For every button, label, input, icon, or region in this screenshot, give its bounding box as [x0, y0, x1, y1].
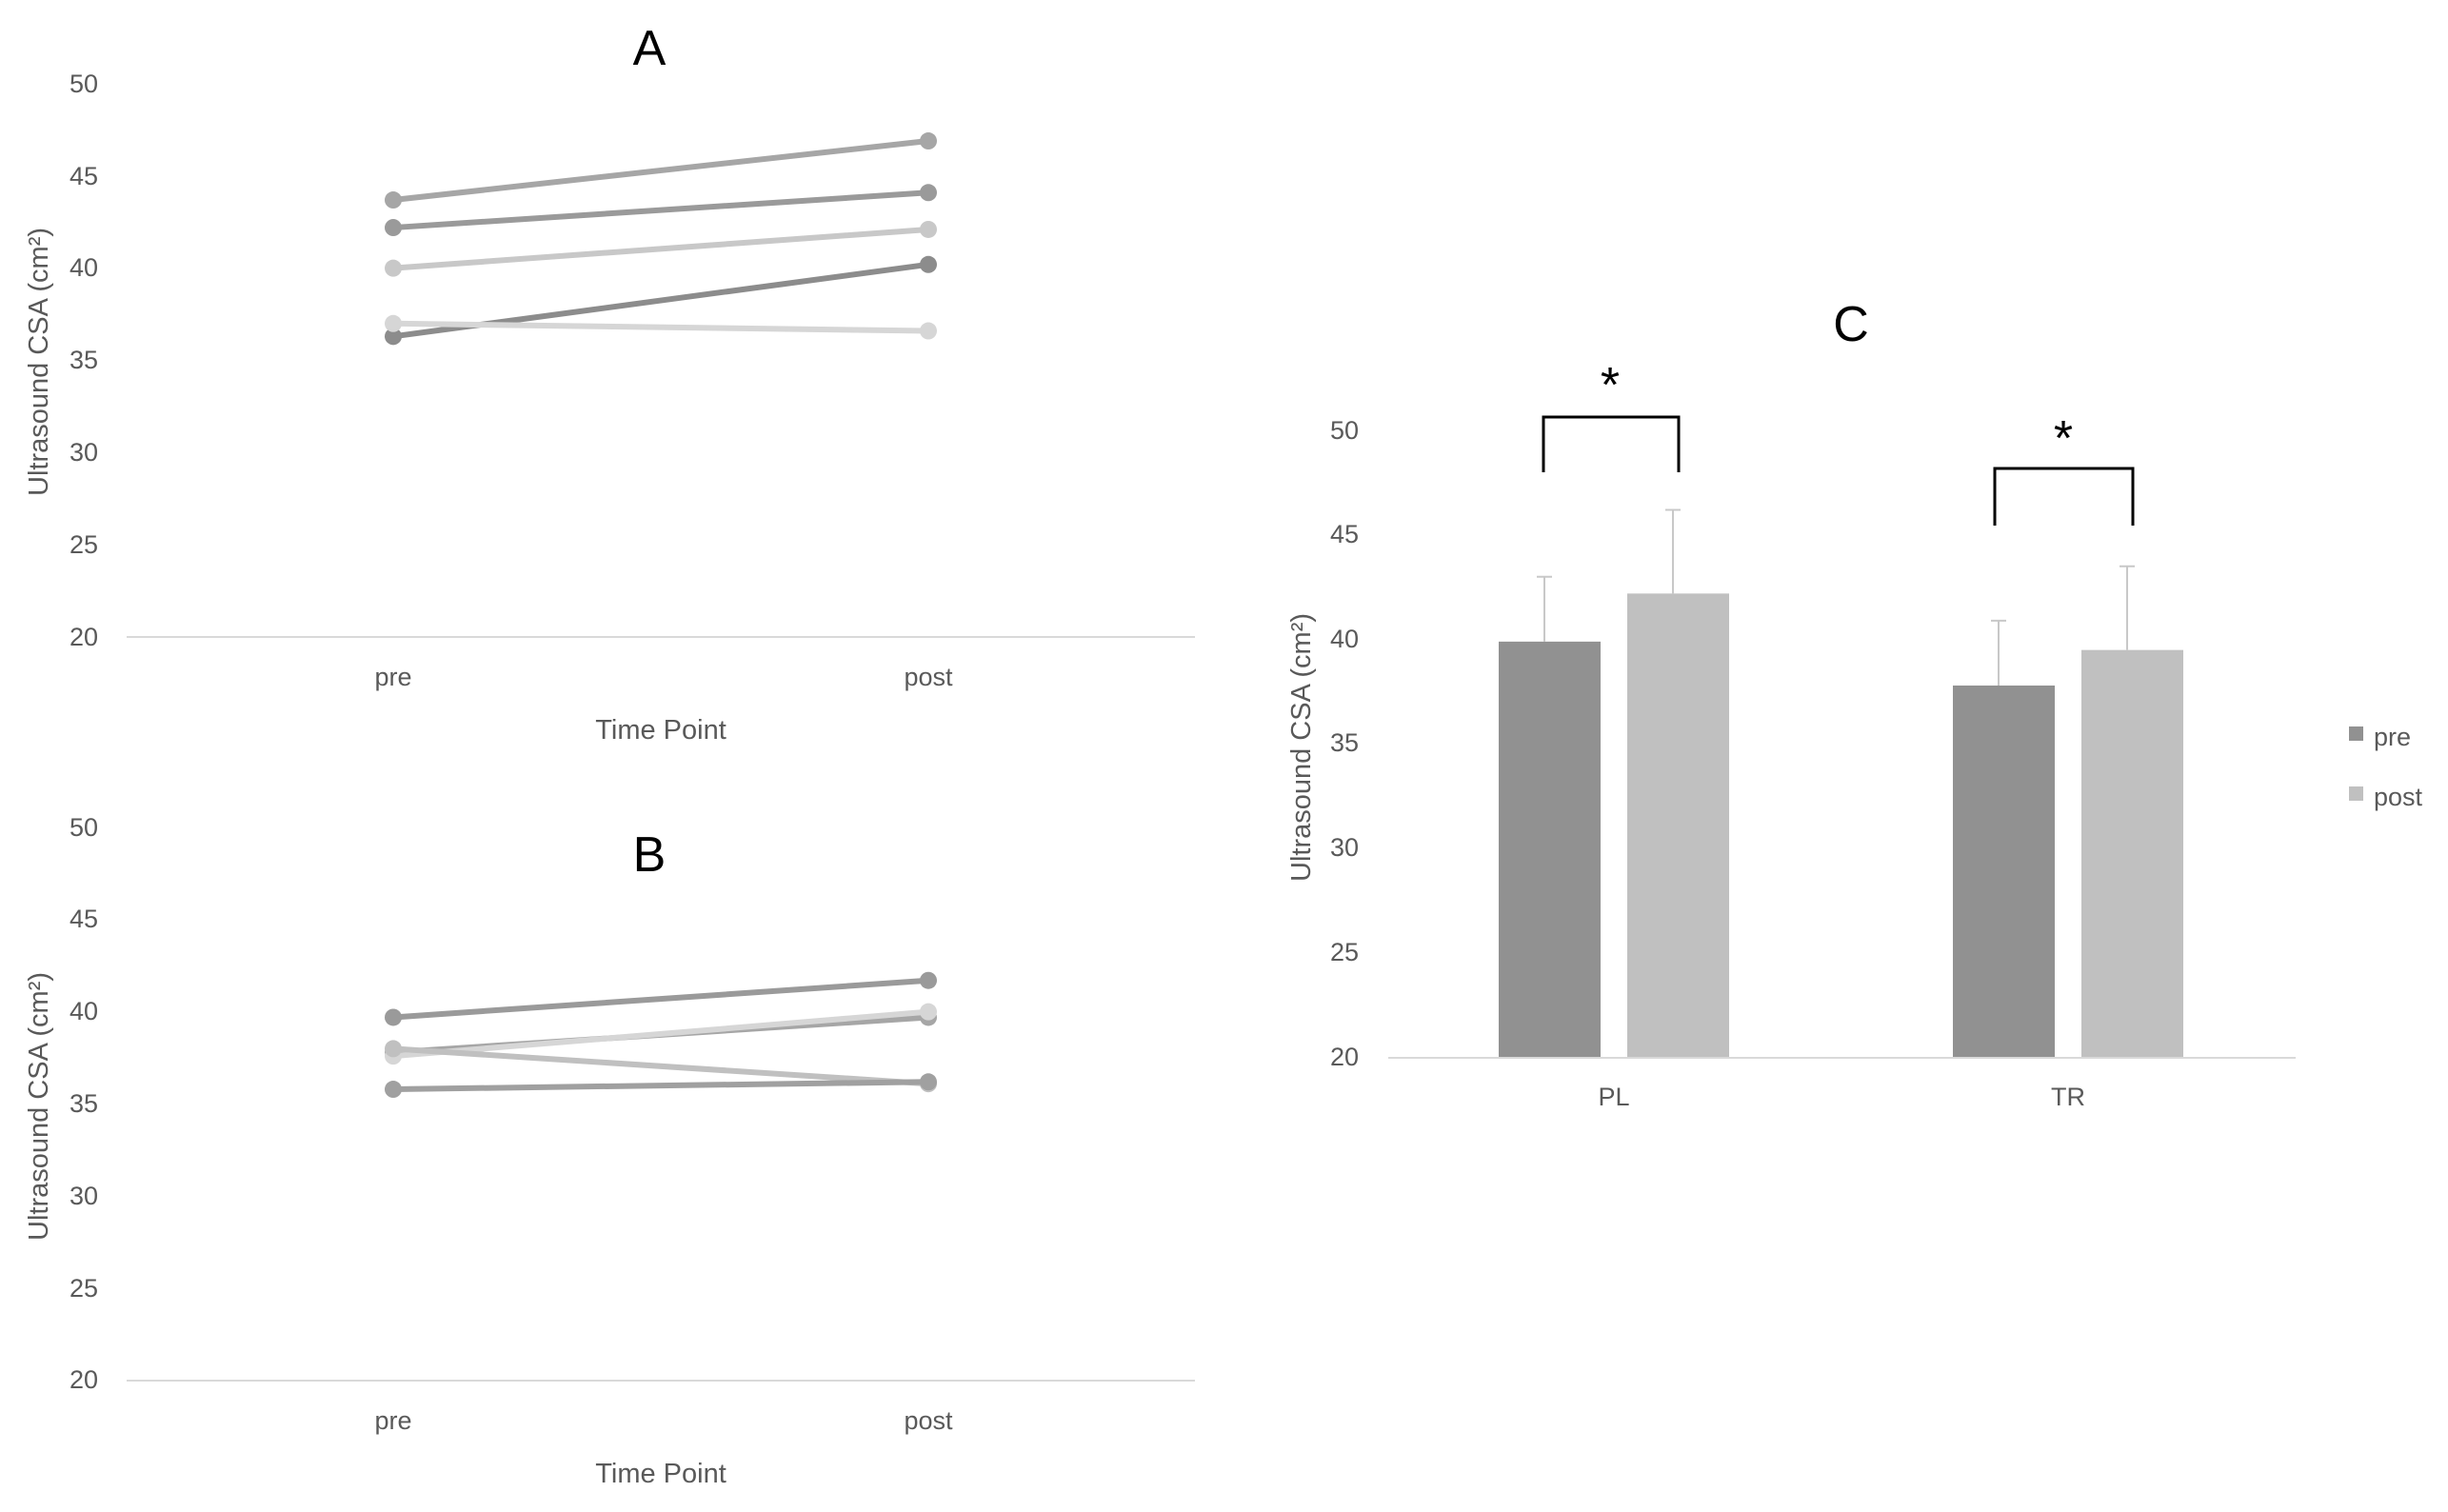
- panel-a-point-5-post: [920, 322, 937, 340]
- panel-b-point-5-pre: [385, 1081, 402, 1099]
- panel-a-series-line-2: [390, 189, 931, 231]
- panel-b-xtick-pre: pre: [374, 1406, 411, 1435]
- panel-c-ytick-35: 35: [1330, 728, 1359, 757]
- panel-a-point-3-post: [920, 220, 937, 238]
- panel-a-point-1-post: [920, 132, 937, 150]
- panel-b-ytick-25: 25: [70, 1274, 98, 1303]
- panel-a-lines: [385, 132, 937, 346]
- significance-bracket-tr: [1993, 467, 2135, 526]
- panel-c-bar-tr-pre: [1953, 685, 2055, 1058]
- panel-b-lines: [385, 971, 937, 1099]
- panel-b-ytick-50: 50: [70, 813, 98, 842]
- panel-b-point-4-pre: [385, 1040, 402, 1058]
- panel-b-xtick-post: post: [904, 1406, 953, 1435]
- panel-b-ytick-35: 35: [70, 1089, 98, 1118]
- panel-c-ytick-40: 40: [1330, 625, 1359, 653]
- panel-c-ytick-45: 45: [1330, 520, 1359, 548]
- panel-b-y-label: Ultrasound CSA (cm²): [24, 972, 54, 1241]
- panel-a-ytick-50: 50: [70, 70, 98, 98]
- panel-a-point-1-pre: [385, 191, 402, 209]
- panel-c: C 20 25 30 35 40 45 50 PL TR Ultrasound …: [1286, 297, 2423, 1111]
- significance-bracket-pl: [1542, 415, 1681, 472]
- panel-a-y-label: Ultrasound CSA (cm²): [24, 228, 54, 496]
- panel-a-series-line-5: [390, 320, 931, 334]
- panel-a-point-2-post: [920, 184, 937, 202]
- panel-b-series-line-3: [390, 1008, 931, 1060]
- panel-c-bars: [1499, 508, 2183, 1058]
- panel-c-bar-pl-post: [1627, 593, 1729, 1058]
- panel-c-errorbar-tr-post: [2120, 565, 2135, 650]
- legend-label-post: post: [2374, 783, 2423, 811]
- panel-b-ytick-20: 20: [70, 1365, 98, 1394]
- panel-b-ytick-30: 30: [70, 1182, 98, 1210]
- panel-c-bar-pl-pre: [1499, 641, 1601, 1058]
- legend-swatch-post: [2349, 786, 2363, 801]
- panel-b: B 20 25 30 35 40 45 50 pre post Time Poi…: [24, 813, 1195, 1489]
- panel-a-xtick-post: post: [904, 663, 953, 691]
- significance-star-tr: *: [2054, 411, 2073, 467]
- panel-c-ytick-30: 30: [1330, 833, 1359, 862]
- panel-a-ytick-25: 25: [70, 530, 98, 559]
- panel-a-y-ticks: 20 25 30 35 40 45 50: [70, 70, 98, 651]
- panel-b-y-ticks: 20 25 30 35 40 45 50: [70, 813, 98, 1394]
- panel-a-point-2-pre: [385, 219, 402, 237]
- panel-c-ytick-25: 25: [1330, 938, 1359, 966]
- panel-b-point-1-post: [920, 971, 937, 989]
- panel-a-point-5-pre: [385, 314, 402, 332]
- panel-a-point-4-post: [920, 255, 937, 273]
- panel-a-ytick-35: 35: [70, 346, 98, 374]
- panel-a-x-label: Time Point: [595, 715, 726, 746]
- panel-c-y-label: Ultrasound CSA (cm²): [1286, 613, 1317, 882]
- panel-c-ytick-50: 50: [1330, 416, 1359, 445]
- panel-b-series-line-5: [390, 1079, 931, 1093]
- panel-a: A 20 25 30 35 40 45 50 pre post Time Poi…: [24, 21, 1195, 746]
- panel-b-series-line-4: [390, 1045, 931, 1087]
- panel-c-errorbar-pl-pre: [1537, 575, 1552, 642]
- panel-a-point-4-pre: [385, 328, 402, 346]
- panel-a-ytick-45: 45: [70, 162, 98, 190]
- significance-star-pl: *: [1601, 358, 1620, 413]
- panel-a-point-3-pre: [385, 259, 402, 277]
- panel-b-title: B: [633, 827, 667, 883]
- panel-c-xtick-pl: PL: [1598, 1083, 1629, 1111]
- panel-a-series-line-1: [390, 138, 931, 204]
- panel-c-xtick-tr: TR: [2051, 1083, 2085, 1111]
- panel-a-ytick-20: 20: [70, 623, 98, 651]
- panel-a-xtick-pre: pre: [374, 663, 411, 691]
- panel-a-ytick-30: 30: [70, 438, 98, 467]
- panel-b-ytick-45: 45: [70, 905, 98, 933]
- panel-c-ytick-20: 20: [1330, 1043, 1359, 1071]
- panel-c-bar-tr-post: [2081, 649, 2183, 1058]
- panel-a-title: A: [633, 21, 667, 76]
- panel-c-title: C: [1833, 297, 1869, 352]
- panel-a-ytick-40: 40: [70, 253, 98, 282]
- legend-swatch-pre: [2349, 726, 2363, 741]
- panel-c-y-ticks: 20 25 30 35 40 45 50: [1330, 416, 1359, 1071]
- panel-b-point-3-post: [920, 1003, 937, 1021]
- panel-c-errorbar-tr-pre: [1991, 619, 2006, 686]
- panel-a-series-line-3: [390, 226, 931, 271]
- panel-b-x-label: Time Point: [595, 1459, 726, 1489]
- panel-c-errorbar-pl-post: [1665, 508, 1681, 594]
- panel-b-point-1-pre: [385, 1008, 402, 1026]
- legend: pre post: [2349, 723, 2423, 811]
- panel-b-series-line-1: [390, 977, 931, 1021]
- panel-b-point-5-post: [920, 1073, 937, 1091]
- legend-label-pre: pre: [2374, 723, 2411, 751]
- panel-b-ytick-40: 40: [70, 997, 98, 1025]
